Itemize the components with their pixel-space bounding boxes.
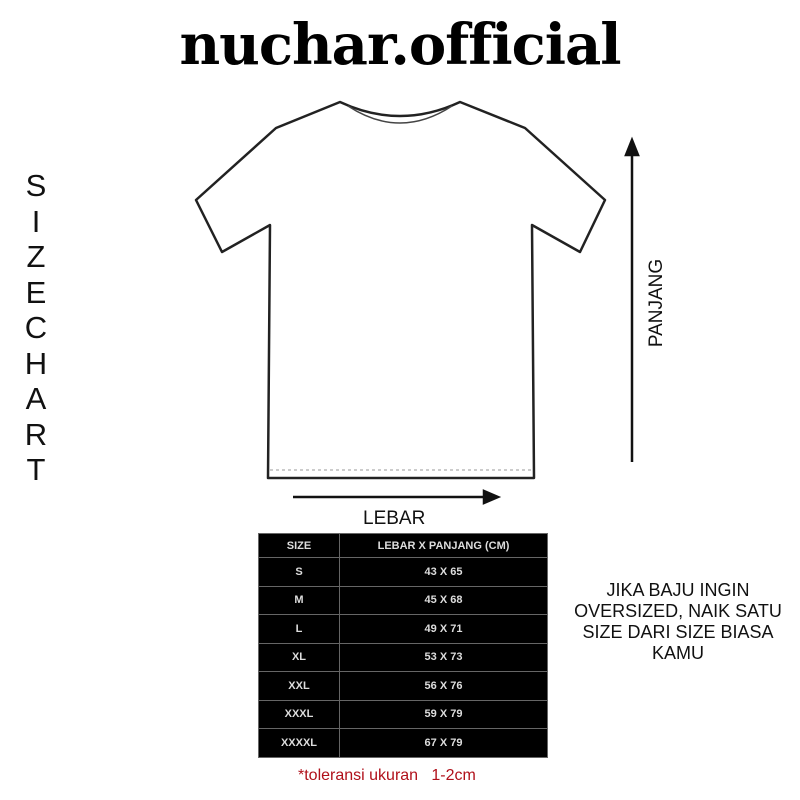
dimension-cell: 49 X 71 [339, 614, 548, 644]
size-cell: XXL [258, 671, 340, 701]
table-row: XXXXL 67 X 79 [258, 728, 548, 758]
dimension-cell: 56 X 76 [339, 671, 548, 701]
size-cell: M [258, 585, 340, 615]
table-row: XXL 56 X 76 [258, 671, 548, 701]
table-row: S 43 X 65 [258, 557, 548, 587]
table-row: XXXL 59 X 79 [258, 699, 548, 729]
sizechart-vertical-label: S I Z E C H A R T [22, 168, 50, 488]
letter: A [25, 381, 47, 416]
letter: Z [26, 239, 46, 274]
size-table: SIZE LEBAR X PANJANG (CM) S 43 X 65 M 45 X… [258, 533, 548, 758]
letter: I [31, 203, 41, 239]
letter: H [24, 345, 48, 381]
letter: R [24, 416, 48, 452]
size-cell: L [258, 614, 340, 644]
size-cell: XXXL [258, 699, 340, 729]
dimension-cell: 43 X 65 [339, 557, 548, 587]
table-row: L 49 X 71 [258, 614, 548, 644]
tolerance-note: *toleransi ukuran 1-2cm [298, 767, 476, 784]
letter: S [25, 168, 47, 203]
dimension-cell: 53 X 73 [339, 642, 548, 672]
table-row: M 45 X 68 [258, 585, 548, 615]
dimension-cell: 67 X 79 [339, 728, 548, 758]
dimension-cell: 45 X 68 [339, 585, 548, 615]
tshirt-collar [347, 105, 453, 124]
size-cell: XL [258, 642, 340, 672]
brand-logo: nuchar.official [179, 12, 621, 78]
size-cell: XXXXL [258, 728, 340, 758]
dimension-cell: 59 X 79 [339, 699, 548, 729]
header-size: SIZE [258, 533, 340, 558]
header-dimensions: LEBAR X PANJANG (CM) [339, 533, 548, 558]
width-label: LEBAR [363, 508, 426, 529]
height-arrow [624, 136, 640, 462]
size-cell: S [258, 557, 340, 587]
letter: T [26, 452, 46, 487]
height-label: PANJANG [646, 258, 667, 348]
letter: C [24, 310, 48, 345]
oversize-note: JIKA BAJU INGIN OVERSIZED, NAIK SATU SIZ… [574, 580, 782, 663]
letter: E [25, 274, 47, 310]
tshirt-outline [194, 100, 607, 480]
table-row: XL 53 X 73 [258, 642, 548, 672]
table-header-row: SIZE LEBAR X PANJANG (CM) [258, 533, 548, 558]
width-arrow [293, 489, 502, 505]
